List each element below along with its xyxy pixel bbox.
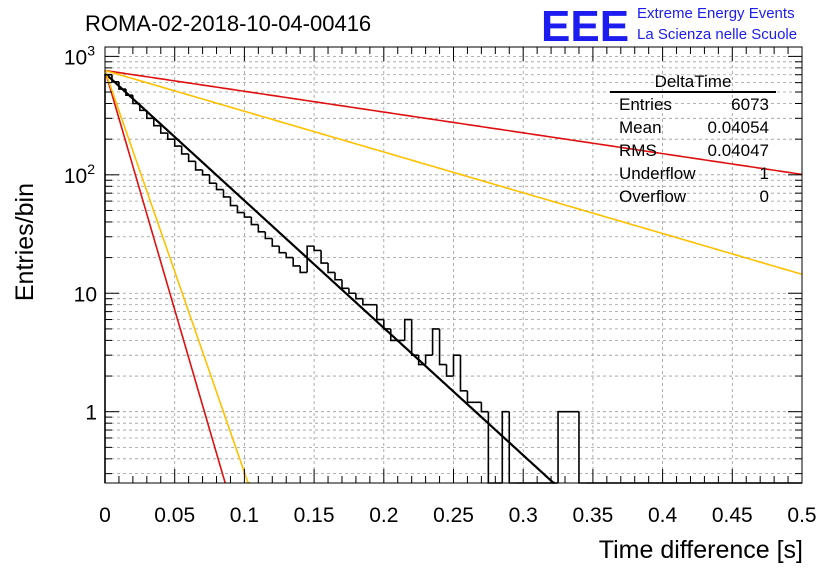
chart-title: ROMA-02-2018-10-04-00416 (85, 11, 371, 36)
x-tick-label: 0.15 (294, 504, 335, 527)
histogram-bin (424, 354, 433, 365)
x-tick-label: 0.3 (509, 504, 538, 527)
histogram-bin (194, 161, 203, 171)
histogram-bin (285, 252, 294, 259)
histogram-bin (445, 364, 454, 377)
histogram-bin (299, 265, 308, 274)
histogram-bin (146, 110, 154, 120)
histogram-bin (466, 390, 475, 404)
histogram-bin (257, 224, 266, 233)
eee-logo-text: EEE (541, 2, 629, 51)
histogram-bin (173, 139, 182, 147)
histogram-bin (152, 118, 161, 127)
stats-box: DeltaTime Entries 6073 Mean 0.04054 RMS 0.040… (610, 72, 776, 206)
histogram-bin (557, 410, 566, 483)
histogram-bin (264, 231, 273, 240)
histogram-bin (376, 304, 384, 321)
histogram-bin (389, 328, 398, 342)
stats-value: 0 (760, 187, 769, 206)
histogram-bin (159, 125, 168, 134)
y-tick-label: 10 (74, 283, 97, 306)
histogram-bin (341, 279, 349, 290)
x-tick-label: 0.45 (712, 504, 753, 527)
y-axis-label: Entries/bin (11, 183, 39, 301)
curve-red-slow (104, 69, 803, 176)
histogram-bin (438, 328, 447, 366)
histogram-bin (383, 319, 391, 330)
histogram-bin (125, 89, 133, 97)
histogram-bin (292, 257, 301, 267)
histogram-bin (452, 354, 461, 377)
histogram-bin (348, 288, 356, 295)
histogram-bin (403, 318, 412, 341)
y-tick-label: 1 (85, 402, 97, 425)
x-tick-label: 0.1 (230, 504, 259, 527)
curve-orange-slow (104, 69, 803, 276)
logo-line-2: La Scienza nelle Scuole (637, 26, 797, 43)
x-tick-label: 0.25 (433, 504, 474, 527)
histogram-bin (118, 81, 126, 90)
histogram-bin (410, 319, 419, 356)
y-tick-label: 102 (64, 161, 95, 188)
histogram-bin (459, 355, 468, 392)
histogram-bin (417, 355, 426, 366)
histogram-bin (362, 298, 370, 306)
stats-label: Mean (619, 118, 662, 137)
eee-logo: EEE Extreme Energy Events La Scienza nel… (541, 2, 797, 51)
histogram-bin (166, 133, 175, 140)
stats-title: DeltaTime (655, 72, 732, 91)
stats-label: Entries (619, 95, 672, 114)
histogram-bin (313, 246, 322, 252)
histogram-bin (215, 183, 224, 191)
stats-value: 6073 (731, 95, 769, 114)
histogram-bin (271, 238, 280, 247)
stats-value: 0.04047 (708, 141, 769, 160)
x-tick-label: 0 (99, 504, 111, 527)
stats-value: 0.04054 (708, 118, 769, 137)
histogram-bin (327, 263, 336, 274)
histogram-bin (104, 73, 112, 483)
logo-line-1: Extreme Energy Events (637, 5, 795, 22)
stats-label: Overflow (619, 187, 687, 206)
histogram-bin (501, 410, 510, 483)
stats-value: 1 (760, 164, 769, 183)
x-axis-label: Time difference [s] (599, 536, 803, 564)
curve-fit (104, 72, 555, 485)
x-tick-label: 0.4 (648, 504, 678, 527)
histogram-bin (278, 246, 287, 254)
histogram-bin (132, 95, 140, 105)
histogram-bin (243, 212, 252, 218)
fit-curves (104, 69, 803, 485)
histogram-bin (306, 245, 315, 273)
histogram-bin (208, 174, 217, 184)
histogram-bin (229, 196, 238, 207)
histogram-bin (222, 189, 231, 198)
curve-orange-fast (104, 70, 250, 484)
x-tick-label: 0.35 (572, 504, 613, 527)
x-tick-label: 0.05 (154, 504, 195, 527)
x-tick-label: 0.5 (787, 504, 816, 527)
histogram-bin (431, 328, 440, 356)
x-tick-label: 0.2 (369, 504, 398, 527)
stats-rows: Entries 6073 Mean 0.04054 RMS 0.04047 Underflo… (619, 95, 769, 206)
histogram-bin (355, 293, 363, 300)
stats-label: RMS (619, 141, 657, 160)
histogram-bin (480, 402, 489, 413)
histogram-bin (111, 74, 119, 83)
histogram-bin (180, 146, 189, 155)
histogram-bin (187, 153, 196, 163)
histogram-bin (236, 205, 245, 214)
grid-lines (105, 47, 802, 483)
histogram-bin (250, 217, 259, 226)
histogram-bin (334, 272, 342, 281)
axis-ticks: 0 0.05 0.1 0.15 0.2 0.25 0.3 0.35 0.4 0.45 0.51101… (64, 42, 817, 527)
stats-label: Underflow (619, 164, 696, 183)
histogram-bin (139, 103, 147, 112)
histogram-bin (201, 169, 210, 176)
histogram-bin (320, 250, 329, 264)
y-tick-label: 103 (64, 42, 95, 69)
curve-red-fast (104, 70, 226, 484)
